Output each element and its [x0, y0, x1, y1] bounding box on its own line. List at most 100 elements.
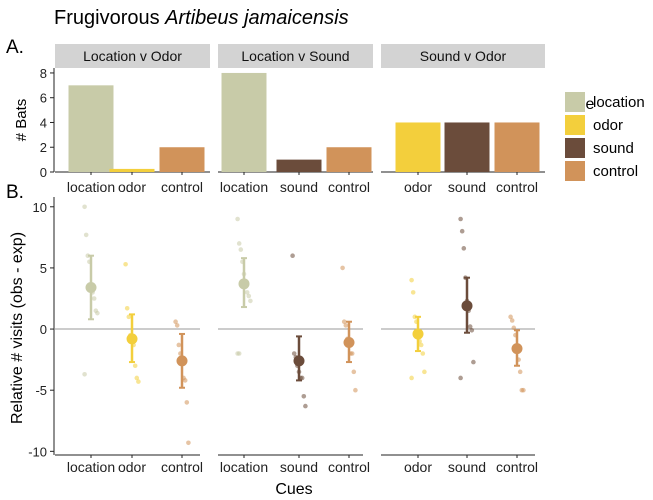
raw-point-control	[353, 387, 358, 393]
raw-point-control	[340, 265, 345, 271]
panel-b-label: B.	[6, 182, 24, 203]
bar-control	[159, 147, 205, 172]
raw-point-odor	[123, 261, 128, 267]
panel-a-x-tick-label: sound	[448, 179, 486, 195]
bar-sound	[276, 159, 322, 172]
bar-odor	[395, 122, 441, 172]
bar-sound	[444, 122, 490, 172]
panel-a-x-tick-label: control	[161, 179, 203, 195]
panel-a-y-tick-label: 0	[40, 165, 47, 180]
bar-control	[326, 147, 372, 172]
raw-point-control	[173, 319, 178, 325]
panel-b-x-tick-label: odor	[118, 459, 146, 475]
raw-point-location	[248, 298, 253, 304]
raw-point-odor	[136, 379, 141, 384]
raw-point-control	[184, 400, 190, 405]
panel-a-x-tick-label: control	[496, 179, 538, 195]
panel-b-y-tick-label: 5	[40, 261, 47, 276]
raw-point-control	[349, 351, 355, 356]
raw-point-control	[174, 323, 180, 328]
raw-point-location	[235, 216, 240, 222]
raw-point-control	[511, 325, 517, 331]
panel-b-x-tick-label: control	[161, 459, 203, 475]
raw-point-sound	[290, 253, 295, 258]
raw-point-sound	[459, 228, 465, 234]
legend-label-control: control	[593, 163, 638, 180]
panel-a-x-tick-label: control	[328, 179, 370, 195]
raw-point-sound	[299, 375, 305, 381]
mean-point-odor	[412, 328, 424, 340]
raw-point-odor	[418, 342, 424, 348]
panel-b-y-tick-label: -10	[28, 444, 47, 459]
raw-point-sound	[291, 351, 297, 356]
raw-point-control	[517, 369, 523, 375]
legend-swatch-odor	[565, 115, 585, 135]
panel-a-x-tick-label: location	[67, 179, 115, 195]
raw-point-control	[508, 314, 513, 320]
raw-point-sound	[461, 246, 467, 251]
raw-point-location	[83, 232, 89, 238]
raw-point-odor	[124, 305, 130, 311]
mean-point-odor	[126, 333, 138, 345]
legend-label-location: location	[593, 94, 645, 111]
raw-point-odor	[422, 369, 427, 375]
raw-point-odor	[134, 375, 140, 381]
raw-point-location	[236, 241, 242, 246]
raw-point-odor	[409, 277, 414, 283]
bar-location	[221, 72, 267, 172]
raw-point-location	[95, 310, 100, 316]
panel-a-y-axis-label: # Bats	[13, 99, 30, 142]
mean-point-control	[176, 355, 188, 367]
raw-point-odor	[132, 363, 138, 369]
legend-label-sound: sound	[593, 140, 634, 157]
bar-odor	[109, 168, 155, 172]
raw-point-control	[343, 323, 349, 328]
panel-b-y-tick-label: -5	[35, 383, 47, 398]
panel-a-x-tick-label: odor	[404, 179, 432, 195]
panel-b-y-tick-label: 10	[33, 200, 47, 215]
panel-b-x-tick-label: sound	[280, 459, 318, 475]
legend-swatch-location	[565, 92, 585, 112]
mean-point-sound	[461, 300, 473, 312]
panel-a-x-tick-label: location	[220, 179, 268, 195]
raw-point-sound	[458, 216, 463, 222]
panel-b-y-axis-label: Relative # visits (obs - exp)	[9, 232, 26, 424]
raw-point-sound	[301, 394, 307, 399]
facet-strip-label: Location v Sound	[241, 48, 349, 64]
raw-point-sound	[469, 327, 475, 333]
raw-point-odor	[409, 375, 414, 381]
panel-a-x-tick-label: odor	[118, 179, 146, 195]
raw-point-odor	[410, 290, 416, 295]
panel-b-x-tick-label: sound	[448, 459, 486, 475]
mean-point-location	[85, 281, 97, 293]
panel-b-x-tick-label: control	[328, 459, 370, 475]
raw-point-control	[341, 319, 347, 325]
raw-point-odor	[412, 314, 418, 320]
raw-point-control	[176, 342, 182, 348]
panel-a-y-tick-label: 6	[40, 91, 47, 106]
panel-b-x-tick-label: odor	[404, 459, 432, 475]
raw-point-location	[82, 371, 87, 377]
raw-point-location	[91, 296, 97, 301]
panel-a-label: A.	[6, 37, 24, 58]
facet-strip-label: Sound v Odor	[420, 48, 507, 64]
raw-point-control	[186, 440, 191, 446]
legend-swatch-control	[565, 161, 585, 181]
panel-a-y-tick-label: 8	[40, 66, 47, 81]
legend-label-odor: odor	[593, 117, 623, 134]
raw-point-location	[236, 351, 242, 356]
panel-b-x-tick-label: location	[67, 459, 115, 475]
raw-point-location	[246, 293, 252, 299]
raw-point-control	[351, 369, 357, 375]
raw-point-control	[521, 387, 526, 393]
facet-strip	[381, 44, 545, 68]
panel-b-x-tick-label: location	[220, 459, 268, 475]
panel-a-y-tick-label: 2	[40, 140, 47, 155]
panel-b-y-tick-label: 0	[40, 322, 47, 337]
facet-strip	[55, 44, 210, 68]
facet-strip	[218, 44, 373, 68]
mean-point-sound	[293, 355, 305, 367]
